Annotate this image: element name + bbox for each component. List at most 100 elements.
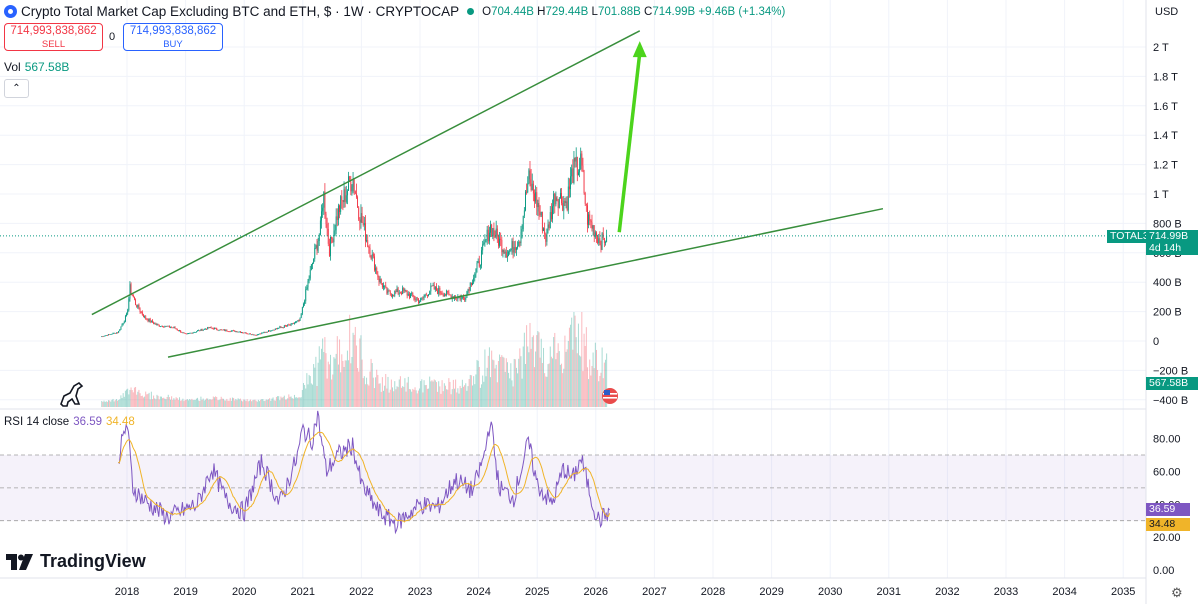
volume-bar: [518, 358, 520, 407]
candle: [308, 278, 310, 281]
candle: [371, 254, 373, 259]
candle: [490, 224, 491, 233]
time-tick-label: 2024: [466, 586, 490, 598]
currency-selector[interactable]: USD: [1155, 6, 1179, 18]
volume-bar: [441, 380, 443, 407]
volume-bar: [382, 390, 384, 407]
candle: [212, 328, 214, 330]
candle: [580, 153, 582, 170]
volume-bar: [412, 388, 414, 407]
candle: [145, 316, 147, 319]
volume-bar: [528, 352, 530, 407]
time-tick-label: 2033: [994, 586, 1018, 598]
volume-bar: [469, 374, 471, 407]
buy-button[interactable]: 714,993,838,862 BUY: [123, 23, 223, 51]
volume-bar: [393, 391, 395, 407]
volume-bar: [580, 356, 582, 407]
volume-bar: [361, 359, 363, 407]
candle: [228, 331, 230, 333]
candle: [445, 294, 446, 296]
time-tick-label: 2021: [291, 586, 315, 598]
volume-bar: [288, 394, 290, 407]
volume-bar: [350, 363, 352, 407]
candle: [129, 284, 131, 299]
candle: [479, 265, 481, 267]
candle: [189, 333, 191, 334]
candle: [357, 197, 359, 208]
change-value: +9.46B (+1.34%): [698, 5, 786, 18]
candle: [474, 274, 476, 279]
volume-bar: [242, 401, 244, 407]
volume-bar: [575, 337, 577, 407]
close-value: 714.99B: [652, 5, 696, 18]
candle: [271, 330, 273, 332]
candle: [270, 330, 272, 332]
low-value: 701.88B: [597, 5, 641, 18]
volume-bar: [195, 398, 197, 407]
volume-bar: [254, 399, 256, 407]
us-flag-icon[interactable]: [602, 388, 618, 404]
volume-bar: [496, 382, 498, 407]
candle: [314, 247, 316, 259]
collapse-legend-button[interactable]: ⌃: [4, 79, 29, 98]
candle: [206, 328, 208, 330]
volume-bar: [216, 396, 218, 407]
candle: [198, 330, 200, 332]
candle: [188, 333, 189, 335]
volume-bar: [109, 400, 111, 407]
time-axis: 2018 2019 2020 2021 2022 2023 2024 2025 2026 2027…: [115, 586, 1136, 598]
candle: [220, 329, 222, 331]
candle: [477, 261, 479, 263]
volume-bar: [594, 342, 596, 407]
volume-bar: [175, 397, 177, 407]
volume-bar: [413, 389, 415, 407]
candle: [432, 285, 434, 287]
candle: [300, 313, 302, 318]
candle: [530, 179, 532, 191]
volume-bar: [537, 331, 539, 407]
volume-bar: [202, 398, 204, 407]
symbol-title[interactable]: Crypto Total Market Cap Excluding BTC an…: [21, 4, 460, 19]
volume-bar: [532, 335, 534, 407]
candle: [260, 333, 262, 335]
volume-bar: [546, 376, 548, 407]
candle: [342, 200, 344, 203]
volume-bar: [225, 400, 227, 407]
candle: [378, 277, 380, 282]
volume-bar: [493, 360, 495, 407]
open-value: 704.44B: [491, 5, 534, 18]
volume-bar: [364, 384, 366, 407]
volume-legend[interactable]: Vol 567.58B: [4, 60, 69, 74]
candle: [351, 186, 353, 192]
volume-bar: [123, 396, 125, 407]
gear-icon[interactable]: ⚙: [1171, 585, 1183, 600]
candle: [379, 278, 381, 282]
volume-bar: [428, 388, 430, 407]
candle: [149, 318, 151, 322]
candle: [106, 335, 108, 336]
volume-bar: [324, 337, 326, 407]
volume-bar: [146, 394, 148, 407]
candle: [396, 288, 398, 292]
volume-bar: [173, 398, 175, 407]
volume-bar: [311, 384, 313, 407]
volume-bar: [250, 399, 252, 407]
candle: [360, 213, 362, 223]
volume-bar: [270, 400, 272, 407]
candle: [289, 324, 291, 326]
volume-bar: [497, 360, 499, 407]
candle: [179, 330, 180, 332]
rsi-legend[interactable]: RSI 14 close 36.59 34.48: [4, 416, 135, 428]
candle: [502, 250, 504, 253]
tradingview-logo[interactable]: TradingView: [6, 551, 146, 572]
volume-bar: [307, 384, 309, 407]
candle: [464, 298, 466, 300]
sell-button[interactable]: 714,993,838,862 SELL: [4, 23, 103, 51]
volume-bar: [271, 398, 273, 407]
dino-icon[interactable]: [60, 381, 84, 407]
candle: [363, 223, 365, 226]
volume-bar: [520, 356, 522, 407]
volume-bar: [219, 399, 221, 407]
symbol-tag: TOTAL3: [1107, 230, 1152, 243]
